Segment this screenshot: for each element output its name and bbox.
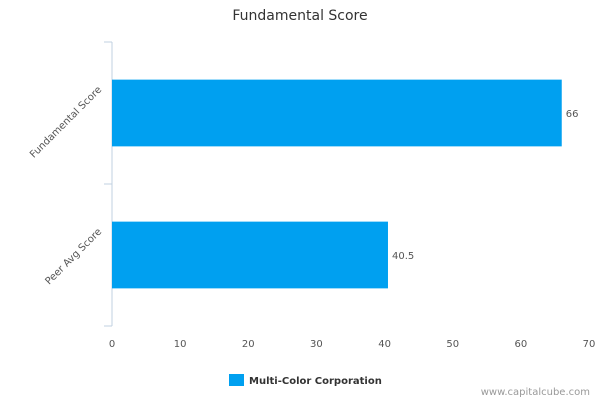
chart-title: Fundamental Score (232, 8, 367, 24)
legend-swatch (229, 374, 244, 386)
legend-label: Multi-Color Corporation (249, 376, 382, 387)
bar (112, 221, 388, 289)
x-tick-label: 30 (310, 339, 323, 350)
bar (112, 79, 562, 147)
data-label: 40.5 (392, 251, 414, 262)
y-tick-label: Peer Avg Score (43, 226, 104, 287)
x-tick-label: 40 (378, 339, 391, 350)
data-label: 66 (566, 109, 579, 120)
x-tick-label: 10 (174, 339, 187, 350)
x-tick-label: 50 (446, 339, 459, 350)
watermark: www.capitalcube.com (481, 387, 590, 398)
x-tick-label: 20 (242, 339, 255, 350)
y-tick-label: Fundamental Score (28, 84, 104, 160)
x-tick-label: 60 (514, 339, 527, 350)
x-tick-label: 0 (109, 339, 115, 350)
x-tick-label: 70 (583, 339, 596, 350)
